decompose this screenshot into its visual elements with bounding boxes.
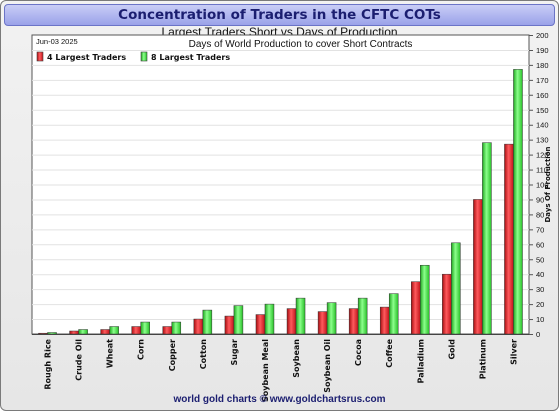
x-tick-label: Cotton [199, 339, 208, 370]
footer-credit: world gold charts © www.goldchartsrus.co… [173, 394, 386, 405]
bar [224, 315, 235, 335]
bar [357, 297, 368, 335]
legend-label: 8 Largest Traders [151, 53, 230, 62]
y-tick-label: 180 [536, 61, 549, 70]
y-tick-label: 80 [536, 210, 544, 219]
x-tick-label: Soybean Meal [261, 339, 270, 402]
bar [264, 303, 275, 335]
date-label: Jun-03 2025 [36, 37, 78, 46]
bar [193, 318, 204, 335]
x-tick-label: Crude Oil [75, 339, 84, 381]
y-tick-label: 100 [536, 181, 549, 190]
y-tick-label: 120 [536, 151, 549, 160]
y-axis-label: Days Of Production [544, 146, 552, 222]
x-tick-label: Soybean Oil [323, 339, 332, 393]
x-tick-label: Soybean [292, 339, 301, 378]
x-tick-label: Coffee [385, 338, 394, 367]
y-tick-label: 160 [536, 91, 549, 100]
bar [255, 314, 266, 335]
bar [482, 142, 492, 335]
bar [295, 297, 306, 335]
x-tick-label: Wheat [106, 339, 115, 368]
chart-subtitle-2: Days of World Production to cover Short … [189, 39, 413, 50]
bar [47, 332, 57, 335]
bar [140, 321, 150, 335]
x-tick-label: Rough Rice [44, 338, 53, 389]
bar [513, 69, 523, 335]
bar [38, 332, 48, 335]
y-tick-label: 0 [536, 330, 540, 339]
bar [78, 329, 88, 335]
bar [420, 264, 430, 335]
bar [202, 309, 213, 335]
bar [504, 143, 514, 335]
x-tick-label: Palladium [416, 339, 425, 383]
y-tick-label: 130 [536, 136, 549, 145]
y-tick-label: 50 [536, 255, 544, 264]
bar [442, 273, 452, 335]
chart-title: Concentration of Traders in the CFTC COT… [4, 4, 555, 26]
y-tick-label: 60 [536, 240, 544, 249]
y-tick-label: 10 [536, 315, 544, 324]
x-tick-label: Sugar [230, 339, 239, 366]
y-tick-label: 150 [536, 106, 549, 115]
bar [109, 326, 119, 335]
x-tick-label: Corn [137, 339, 146, 360]
y-tick-label: 190 [536, 46, 549, 55]
bar [473, 199, 483, 335]
y-tick-label: 200 [536, 31, 549, 40]
x-tick-label: Copper [168, 339, 177, 371]
bar [411, 281, 421, 335]
y-tick-label: 20 [536, 300, 544, 309]
x-tick-label: Gold [447, 339, 456, 360]
y-tick-label: 110 [536, 166, 548, 175]
bar [286, 308, 297, 335]
bar [326, 302, 337, 335]
x-tick-label: Cocoa [354, 339, 363, 366]
x-tick-label: Platinum [478, 339, 487, 379]
bar [388, 293, 399, 335]
bar [348, 308, 359, 335]
y-tick-label: 30 [536, 285, 544, 294]
bar [131, 326, 141, 335]
legend-label: 4 Largest Traders [47, 53, 126, 62]
y-tick-label: 170 [536, 76, 549, 85]
legend-swatch [140, 51, 148, 62]
bar [100, 329, 110, 335]
bar [171, 321, 182, 335]
bar [379, 306, 390, 335]
bar [162, 326, 173, 335]
y-tick-label: 70 [536, 225, 544, 234]
y-tick-label: 90 [536, 195, 544, 204]
bar [69, 330, 79, 335]
y-tick-label: 140 [536, 121, 549, 130]
bar [451, 242, 461, 335]
x-tick-label: Silver [509, 339, 518, 365]
y-tick-label: 40 [536, 270, 544, 279]
bar [233, 305, 244, 335]
bar [317, 311, 328, 335]
legend-swatch [36, 51, 44, 62]
